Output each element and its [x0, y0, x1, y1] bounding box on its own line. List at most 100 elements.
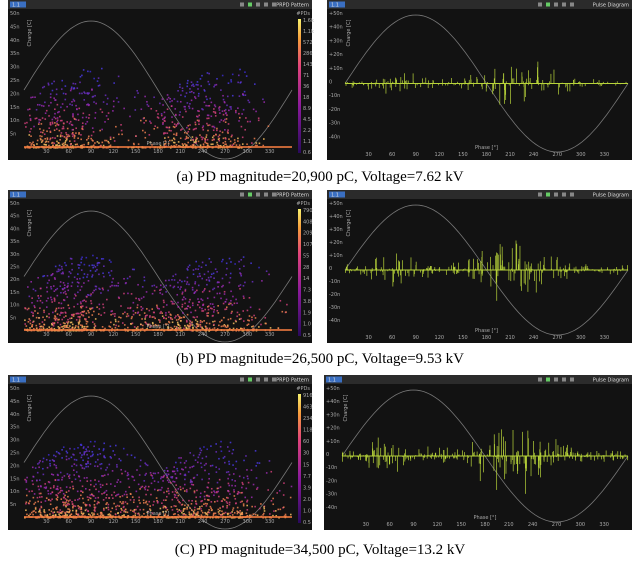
density-cell	[251, 142, 253, 144]
density-cell	[168, 126, 171, 129]
density-cell	[47, 492, 50, 495]
density-cell	[239, 116, 241, 119]
density-cell	[205, 134, 208, 136]
density-cell	[73, 463, 76, 465]
density-cell	[226, 267, 228, 270]
density-cell	[227, 129, 229, 131]
density-cell	[86, 276, 88, 278]
y-tick-label: +50n	[329, 11, 343, 17]
toolbar-icon	[562, 192, 566, 197]
density-cell	[152, 311, 155, 314]
density-cell	[224, 325, 227, 328]
density-cell	[177, 323, 180, 326]
colorbar-tick-label: 4.5	[303, 117, 311, 123]
density-cell	[164, 279, 167, 282]
density-cell	[79, 277, 81, 280]
density-cell	[212, 311, 215, 313]
y-tick-label: -10n	[329, 93, 340, 99]
density-cell	[71, 124, 74, 126]
density-cell	[73, 87, 75, 89]
density-cell	[224, 140, 227, 143]
density-cell	[207, 270, 209, 273]
density-cell	[68, 490, 70, 492]
density-cell	[201, 505, 203, 507]
density-cell	[169, 317, 172, 320]
density-cell	[108, 513, 111, 515]
colorbar-tick-label: 3.8	[303, 299, 311, 305]
density-cell	[167, 142, 170, 145]
density-cell	[140, 108, 143, 111]
density-cell	[38, 118, 40, 121]
density-cell	[250, 469, 253, 471]
density-cell	[90, 493, 93, 496]
density-cell	[79, 312, 82, 314]
density-cell	[162, 299, 165, 302]
density-cell	[39, 513, 42, 516]
density-cell	[175, 484, 177, 486]
density-cell	[56, 123, 58, 125]
density-cell	[227, 471, 230, 473]
density-cell	[80, 285, 83, 288]
toolbar-icon	[240, 2, 244, 7]
density-cell	[110, 510, 112, 513]
density-cell	[172, 286, 175, 289]
caption: (a) PD magnitude=20,900 pC, Voltage=7.62…	[176, 169, 463, 185]
colorbar-tick-label: 1.0	[303, 322, 311, 328]
density-cell	[241, 113, 243, 115]
y-axis-label: Charge [C]	[27, 394, 33, 421]
panel-bg	[8, 375, 312, 530]
density-cell	[175, 144, 178, 146]
density-cell	[33, 125, 35, 128]
density-cell	[200, 508, 202, 510]
density-cell	[149, 316, 151, 318]
density-cell	[197, 511, 199, 513]
density-cell	[73, 100, 76, 102]
density-cell	[67, 282, 69, 285]
density-cell	[168, 320, 170, 323]
density-cell	[180, 316, 183, 319]
density-cell	[236, 492, 239, 495]
density-cell	[171, 498, 174, 501]
density-cell	[183, 508, 185, 510]
density-cell	[85, 326, 88, 328]
density-cell	[147, 485, 150, 488]
density-cell	[218, 109, 221, 111]
density-cell	[177, 494, 180, 497]
density-cell	[136, 304, 139, 306]
density-cell	[143, 512, 145, 515]
density-cell	[126, 493, 128, 496]
density-cell	[213, 126, 216, 129]
density-cell	[104, 121, 106, 123]
density-cell	[224, 121, 227, 124]
x-tick-label: 90	[410, 522, 416, 528]
density-cell	[225, 471, 228, 474]
density-cell	[132, 310, 135, 312]
density-cell	[56, 294, 59, 297]
density-cell	[106, 103, 108, 105]
density-cell	[174, 513, 176, 515]
density-cell	[226, 104, 228, 107]
density-cell	[31, 142, 33, 145]
x-axis-label: Phase [°]	[147, 324, 170, 330]
density-cell	[208, 477, 210, 480]
density-cell	[136, 306, 139, 309]
density-cell	[126, 472, 129, 474]
density-cell	[196, 320, 199, 323]
density-cell	[203, 273, 206, 276]
density-cell	[190, 81, 193, 83]
density-cell	[94, 507, 96, 510]
density-cell	[193, 511, 195, 514]
colorbar-tick-label: 14	[303, 276, 309, 282]
density-cell	[101, 111, 104, 113]
x-tick-label: 90	[413, 152, 419, 158]
density-cell	[94, 497, 97, 499]
density-cell	[219, 321, 221, 323]
density-cell	[135, 135, 137, 137]
density-cell	[106, 298, 108, 301]
density-cell	[72, 505, 75, 507]
density-cell	[57, 111, 59, 114]
density-cell	[127, 477, 130, 480]
density-cell	[54, 318, 57, 320]
density-cell	[230, 299, 232, 302]
density-cell	[64, 511, 66, 514]
